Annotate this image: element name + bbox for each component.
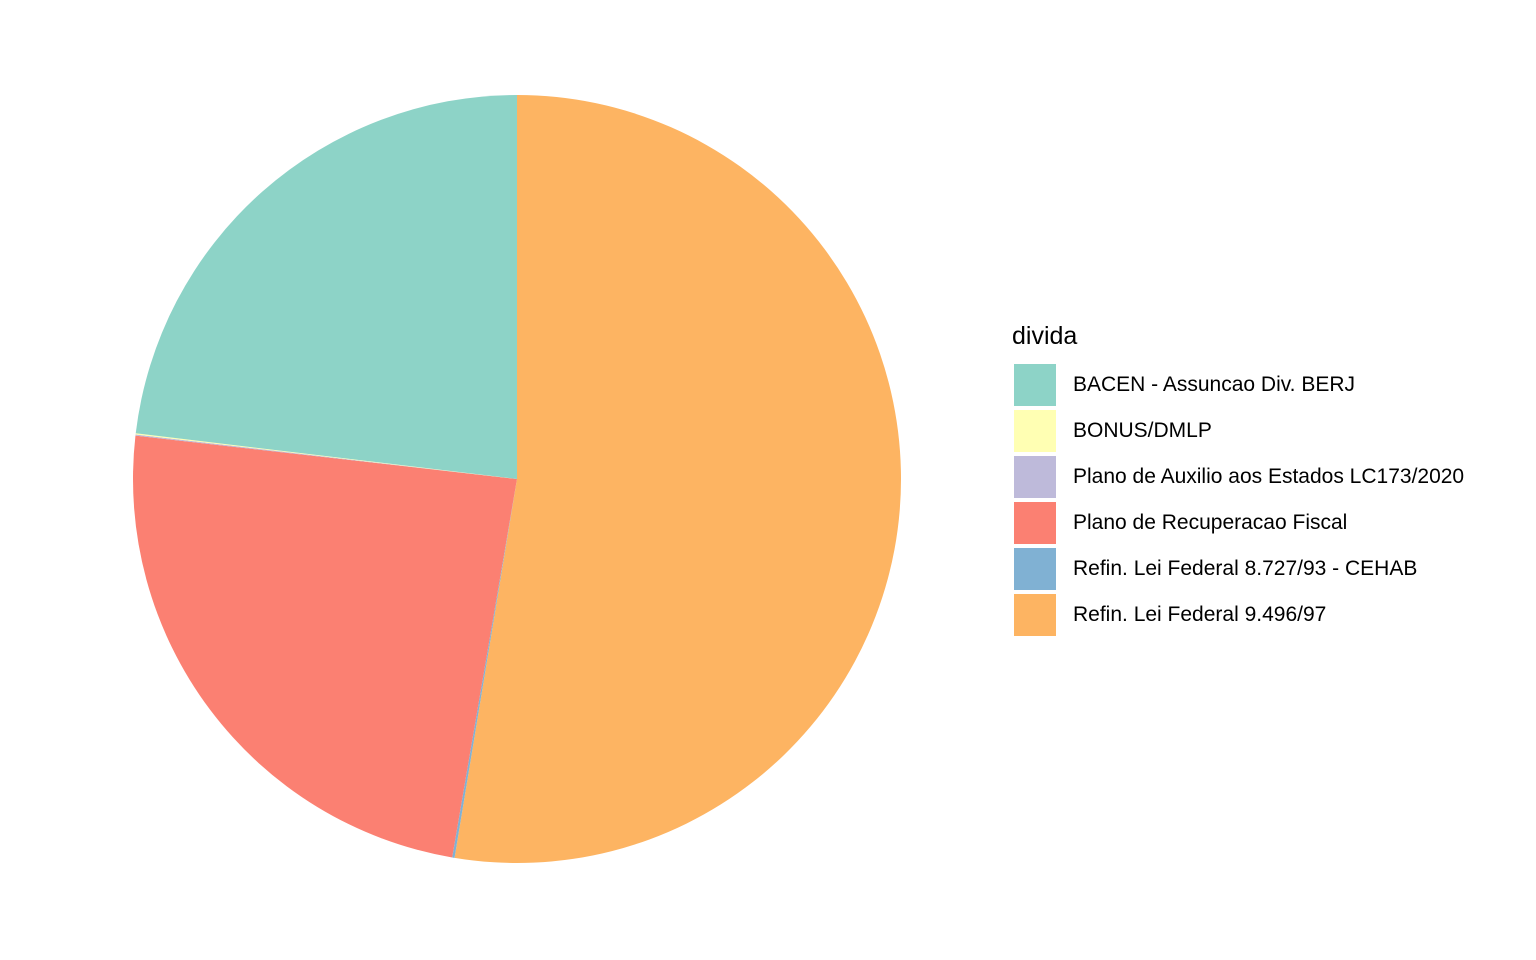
legend-label: Refin. Lei Federal 8.727/93 - CEHAB: [1073, 557, 1418, 580]
legend-item: BACEN - Assuncao Div. BERJ: [1012, 362, 1522, 408]
legend-item: Plano de Recuperacao Fiscal: [1012, 500, 1522, 546]
legend-item: Refin. Lei Federal 9.496/97: [1012, 592, 1522, 638]
pie-slice-refin-lei-federal-9-496-97: [454, 94, 902, 863]
legend-label: Refin. Lei Federal 9.496/97: [1073, 603, 1327, 626]
legend-label: Plano de Recuperacao Fiscal: [1073, 511, 1348, 534]
legend-key-swatch: [1014, 594, 1056, 636]
legend-item: Plano de Auxilio aos Estados LC173/2020: [1012, 454, 1522, 500]
legend-key-swatch: [1014, 410, 1056, 452]
pie-slices: [132, 94, 902, 863]
legend-items: BACEN - Assuncao Div. BERJ BONUS/DMLP Plan…: [1012, 362, 1522, 638]
legend-label: BONUS/DMLP: [1073, 419, 1212, 442]
legend-key-swatch: [1014, 502, 1056, 544]
pie-slice-bonus-dmlp: [135, 433, 517, 479]
legend: divida BACEN - Assuncao Div. BERJ BONUS/D…: [1012, 320, 1522, 638]
legend-item: Refin. Lei Federal 8.727/93 - CEHAB: [1012, 546, 1522, 592]
legend-item: BONUS/DMLP: [1012, 408, 1522, 454]
legend-label: BACEN - Assuncao Div. BERJ: [1073, 373, 1356, 396]
pie-slice-bacen-assuncao-div-berj: [135, 95, 517, 479]
pie-slice-plano-de-auxilio-aos-estados-lc173-2020: [135, 434, 518, 479]
legend-title: divida: [1012, 322, 1078, 350]
legend-label: Plano de Auxilio aos Estados LC173/2020: [1073, 465, 1465, 488]
legend-key-swatch: [1014, 548, 1056, 590]
pie-slice-refin-lei-federal-8-727-93-cehab: [452, 479, 517, 858]
legend-key-swatch: [1014, 456, 1056, 498]
pie-slice-plano-de-recuperacao-fiscal: [132, 435, 517, 858]
legend-key-swatch: [1014, 364, 1056, 406]
